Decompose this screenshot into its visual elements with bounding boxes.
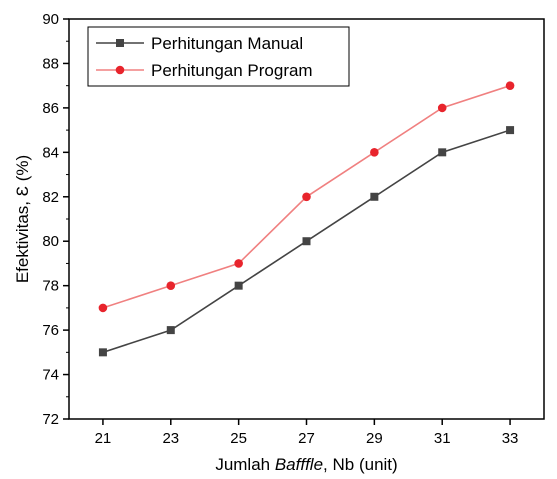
x-tick-label: 27 <box>298 430 315 447</box>
x-tick-label: 25 <box>230 430 247 447</box>
data-point-program <box>370 148 379 157</box>
x-axis-title: Jumlah Bafffle, Nb (unit) <box>215 455 397 474</box>
data-point-program <box>505 81 515 90</box>
legend-marker-circle <box>115 65 125 75</box>
y-tick-label: 88 <box>42 55 59 72</box>
y-tick-label: 90 <box>42 11 59 28</box>
data-point-program <box>302 192 311 202</box>
data-point-manual <box>438 148 447 157</box>
x-tick-label: 31 <box>434 430 451 447</box>
data-point-manual <box>98 348 107 357</box>
x-tick-label: 29 <box>366 430 383 447</box>
data-point-manual <box>302 237 311 246</box>
data-point-program <box>234 259 243 268</box>
legend-label: Perhitungan Manual <box>151 34 303 53</box>
data-point-manual <box>234 281 243 290</box>
axis-ticks <box>63 18 511 425</box>
x-axis-title-suffix: , Nb (unit) <box>323 455 398 474</box>
y-tick-label: 84 <box>42 144 59 161</box>
y-tick-label: 72 <box>42 411 59 428</box>
y-axis-title: Efektivitas, Ɛ (%) <box>13 155 32 283</box>
axis-tick-labels: 21 23 25 27 29 31 33 72 74 76 78 80 82 84 86 88 90 <box>42 11 518 447</box>
y-tick-label: 82 <box>42 189 59 206</box>
data-point-program <box>98 303 108 313</box>
y-tick-label: 80 <box>42 233 59 250</box>
data-point-manual <box>506 126 515 135</box>
legend-box <box>87 26 350 87</box>
x-axis-title-prefix: Jumlah <box>215 455 275 474</box>
x-axis-title-emphasis: Bafffle <box>275 455 323 474</box>
y-tick-label: 78 <box>42 278 59 295</box>
series-layer <box>98 81 515 357</box>
x-tick-label: 33 <box>502 430 519 447</box>
y-tick-label: 76 <box>42 322 59 339</box>
x-tick-label: 21 <box>95 430 112 447</box>
data-point-program <box>437 103 447 113</box>
x-tick-label: 23 <box>162 430 179 447</box>
y-tick-label: 86 <box>42 100 59 117</box>
legend: Perhitungan Manual Perhitungan Program <box>87 26 350 87</box>
legend-label: Perhitungan Program <box>151 61 313 80</box>
data-point-manual <box>370 192 379 201</box>
legend-marker-square <box>116 39 124 47</box>
y-tick-label: 74 <box>42 367 59 384</box>
data-point-manual <box>166 326 175 335</box>
legend-items: Perhitungan Manual Perhitungan Program <box>96 34 313 80</box>
data-point-program <box>166 281 176 290</box>
